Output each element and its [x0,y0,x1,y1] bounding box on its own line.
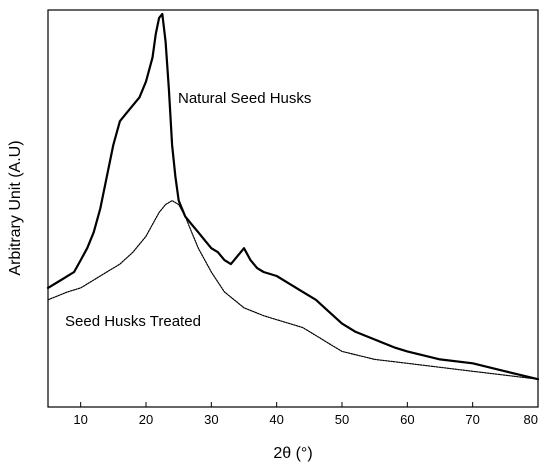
plot-frame [47,9,539,408]
x-axis-title: 2θ (°) [273,445,312,462]
x-axis-ticks: 10 20 30 40 50 60 70 80 [73,402,539,427]
series-line-seed-husks-treated [47,200,539,380]
y-axis-title: Arbitrary Unit (A.U) [7,140,24,275]
series-labels: Natural Seed Husks Seed Husks Treated [65,90,311,330]
x-tick-label: 40 [269,412,283,427]
x-tick-label: 70 [465,412,479,427]
x-tick-label: 50 [335,412,349,427]
x-tick-label: 10 [73,412,87,427]
annotation-natural-seed-husks: Natural Seed Husks [178,90,311,107]
annotation-seed-husks-treated: Seed Husks Treated [65,313,201,330]
x-tick-label: 60 [400,412,414,427]
x-tick-label: 30 [204,412,218,427]
series-line-natural-seed-husks [46,12,540,381]
x-tick-label: 80 [524,412,538,427]
x-tick-label: 20 [139,412,153,427]
series-layer [46,12,540,381]
